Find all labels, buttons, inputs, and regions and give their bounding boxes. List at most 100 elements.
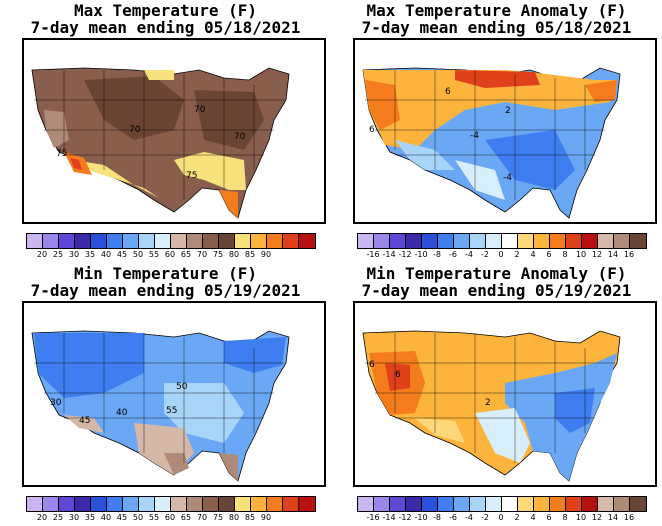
- colorbar-tick-label: 20: [36, 250, 48, 259]
- colorbar-tick-label: 2: [514, 250, 520, 259]
- colorbar-swatch: [374, 497, 390, 511]
- colorbar-swatch: [502, 234, 518, 248]
- colorbar-swatch: [123, 234, 139, 248]
- colorbar: [26, 496, 316, 512]
- colorbar-tick-label: 35: [84, 250, 96, 259]
- colorbar-swatch: [59, 234, 75, 248]
- colorbar-swatch: [518, 234, 534, 248]
- colorbar-tick-label: 14: [607, 513, 619, 522]
- colorbar-swatch: [630, 234, 646, 248]
- contour-label: 2: [485, 398, 491, 408]
- colorbar-tick-label: 16: [623, 513, 635, 522]
- colorbar-swatch: [283, 234, 299, 248]
- contour-label: 40: [116, 408, 128, 418]
- contour-label: 55: [166, 406, 177, 416]
- colorbar-tick-label: 0: [498, 250, 504, 259]
- colorbar-swatch: [438, 497, 454, 511]
- panel-title: Min Temperature (F): [73, 264, 258, 283]
- contour-label: 50: [176, 382, 188, 392]
- contour-label: 70: [194, 105, 206, 115]
- colorbar-swatch: [582, 497, 598, 511]
- colorbar-swatch: [550, 234, 566, 248]
- colorbar-swatch: [123, 497, 139, 511]
- colorbar-swatch: [534, 234, 550, 248]
- colorbar-tick-label: 25: [52, 513, 64, 522]
- colorbar-tick-label: 65: [180, 513, 192, 522]
- colorbar-swatch: [582, 234, 598, 248]
- colorbar-swatch: [59, 497, 75, 511]
- colorbar-swatch: [155, 234, 171, 248]
- colorbar-swatch: [187, 497, 203, 511]
- colorbar-tick-label: 30: [68, 250, 80, 259]
- panel-subtitle: 7-day mean ending 05/19/2021: [361, 281, 632, 300]
- colorbar-tick-label: 30: [68, 513, 80, 522]
- colorbar-tick-label: 14: [607, 250, 619, 259]
- colorbar-tick-label: 70: [196, 250, 208, 259]
- panel-subtitle: 7-day mean ending 05/19/2021: [30, 281, 301, 300]
- contour-label: 30: [50, 398, 62, 408]
- contour-label: 45: [79, 416, 90, 426]
- colorbar-swatch: [518, 497, 534, 511]
- colorbar-swatch: [75, 497, 91, 511]
- colorbar-tick-label: 4: [530, 513, 536, 522]
- colorbar-swatch: [251, 497, 267, 511]
- colorbar-swatch: [203, 497, 219, 511]
- colorbar-swatch: [566, 234, 582, 248]
- colorbar-tick-label: -14: [382, 513, 396, 522]
- contour-label: 6: [369, 125, 375, 135]
- colorbar-tick-label: 75: [212, 513, 224, 522]
- colorbar-tick-label: 70: [196, 513, 208, 522]
- colorbar-swatch: [267, 234, 283, 248]
- colorbar-tick-label: -8: [433, 250, 441, 259]
- contour-label: 6: [369, 360, 375, 370]
- colorbar-swatch: [390, 234, 406, 248]
- contour-label: 6: [445, 87, 451, 97]
- colorbar-tick-label: 45: [116, 513, 128, 522]
- colorbar-tick-label: 25: [52, 250, 64, 259]
- colorbar-swatch: [43, 497, 59, 511]
- colorbar-swatch: [75, 234, 91, 248]
- colorbar-swatch: [107, 234, 123, 248]
- colorbar-tick-label: 12: [591, 513, 603, 522]
- colorbar-swatch: [171, 234, 187, 248]
- colorbar-swatch: [155, 497, 171, 511]
- colorbar-tick-label: 8: [562, 513, 568, 522]
- map-max-temperature-anomaly: 6 2 -4 -4 6: [353, 38, 657, 224]
- colorbar-swatch: [27, 497, 43, 511]
- colorbar-tick-label: 90: [260, 513, 272, 522]
- colorbar-tick-label: 60: [164, 513, 176, 522]
- colorbar-tick-label: 16: [623, 250, 635, 259]
- contour-label: 6: [395, 370, 401, 380]
- colorbar-tick-label: 60: [164, 250, 176, 259]
- colorbar-tick-label: -12: [398, 250, 412, 259]
- contour-label: 2: [505, 106, 511, 116]
- panel-min-temperature-anomaly: Min Temperature Anomaly (F) 7-day mean e…: [331, 263, 662, 526]
- colorbar-tick-label: 80: [228, 513, 240, 522]
- colorbar-tick-label: 90: [260, 250, 272, 259]
- colorbar-swatch: [614, 497, 630, 511]
- colorbar-swatch: [187, 234, 203, 248]
- colorbar-swatch: [566, 497, 582, 511]
- colorbar-swatch: [283, 497, 299, 511]
- colorbar-tick-label: 65: [180, 250, 192, 259]
- colorbar-tick-label: -6: [449, 513, 457, 522]
- map-min-temperature-anomaly: 6 2 6: [353, 301, 657, 487]
- colorbar-swatch: [534, 497, 550, 511]
- colorbar-tick-label: -4: [465, 250, 473, 259]
- colorbar-tick-label: 50: [132, 250, 144, 259]
- colorbar-swatch: [299, 497, 315, 511]
- colorbar-swatch: [358, 497, 374, 511]
- contour-label: 75: [56, 149, 67, 159]
- colorbar-swatch: [486, 497, 502, 511]
- colorbar-swatch: [171, 497, 187, 511]
- colorbar-tick-label: 85: [244, 513, 256, 522]
- colorbar-swatch: [454, 497, 470, 511]
- colorbar-tick-label: -14: [382, 250, 396, 259]
- colorbar-tick-label: 45: [116, 250, 128, 259]
- colorbar-tick-label: -8: [433, 513, 441, 522]
- colorbar-swatch: [374, 234, 390, 248]
- colorbar-swatch: [614, 234, 630, 248]
- map-max-temperature: 70 70 70 75 75: [22, 38, 326, 224]
- contour-label: 70: [129, 125, 141, 135]
- colorbar-swatch: [203, 234, 219, 248]
